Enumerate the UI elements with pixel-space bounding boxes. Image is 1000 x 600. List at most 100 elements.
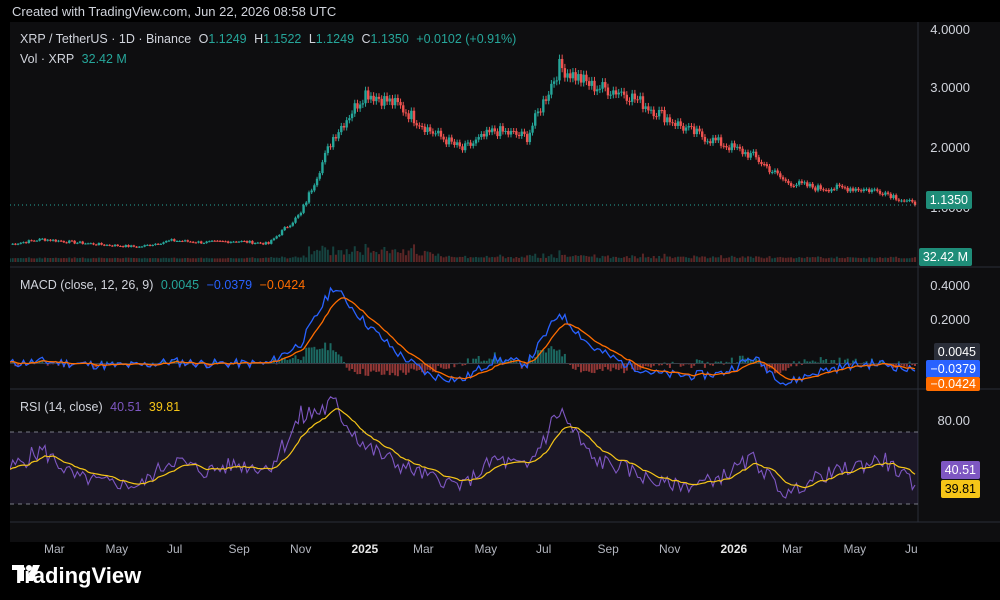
volume-bar <box>178 258 181 262</box>
candle-body <box>372 95 375 102</box>
volume-bar <box>895 256 898 262</box>
candle-body <box>259 242 262 244</box>
candle-body <box>418 125 421 127</box>
volume-bar <box>593 254 596 262</box>
volume-bar <box>57 258 60 262</box>
candle-body <box>905 200 909 202</box>
volume-bar <box>237 258 240 262</box>
volume-bar <box>264 257 267 262</box>
candle-body <box>38 238 41 241</box>
macd-histogram-bar <box>488 358 491 364</box>
macd-histogram-bar <box>914 363 916 366</box>
candle-body <box>140 246 144 248</box>
candle-body <box>170 239 173 241</box>
volume-bar <box>200 257 203 262</box>
volume-bar <box>843 258 846 262</box>
volume-bar <box>10 258 11 262</box>
candle-body <box>913 201 917 206</box>
volume-bar <box>321 245 324 262</box>
macd-histogram-bar <box>453 363 456 368</box>
candle-body <box>138 246 141 248</box>
volume-bar <box>426 251 429 262</box>
macd-histogram-bar <box>302 356 305 364</box>
volume-bar <box>175 258 178 262</box>
candle-body <box>595 89 599 92</box>
volume-bar <box>305 257 308 262</box>
volume-bar <box>151 258 154 262</box>
macd-histogram-bar <box>480 361 483 364</box>
price-tick: 2.0000 <box>930 140 970 155</box>
macd-histogram-bar <box>550 346 553 364</box>
candle-body <box>873 189 876 191</box>
macd-histogram-bar <box>348 363 351 371</box>
macd-histogram-bar <box>908 361 911 364</box>
volume-bar <box>598 258 601 262</box>
x-axis-tick: May <box>474 542 498 556</box>
tradingview-logo[interactable]: TradingView <box>12 563 141 589</box>
candle-body <box>741 148 744 155</box>
volume-bar <box>612 256 615 262</box>
volume-bar <box>326 249 329 262</box>
volume-bar <box>262 257 265 262</box>
volume-bar <box>725 257 728 262</box>
macd-histogram-bar <box>695 359 698 364</box>
chart-frame[interactable]: XRP / TetherUS · 1D · Binance O1.1249 H1… <box>10 22 1000 556</box>
candle-body <box>609 94 612 96</box>
candle-body <box>900 200 903 202</box>
volume-bar <box>283 257 286 262</box>
volume-bar <box>92 257 95 262</box>
candle-body <box>46 239 49 241</box>
macd-histogram-bar <box>41 360 44 364</box>
volume-bar <box>259 258 262 262</box>
chart-canvas[interactable] <box>10 22 1000 542</box>
volume-bar <box>448 255 451 262</box>
candle-body <box>224 241 227 243</box>
volume-bar <box>229 258 232 262</box>
macd-histogram-bar <box>838 357 841 364</box>
macd-histogram-bar <box>612 363 615 368</box>
macd-histogram-bar <box>181 361 184 364</box>
x-axis-tick: Nov <box>659 542 681 556</box>
candle-body <box>824 189 828 191</box>
volume-bar <box>757 256 760 262</box>
candle-body <box>827 189 831 192</box>
candle-body <box>313 185 316 191</box>
volume-bar <box>585 255 588 262</box>
macd-histogram-bar <box>593 363 596 374</box>
macd-histogram-bar <box>835 363 838 365</box>
macd-histogram-bar <box>868 363 871 367</box>
macd-histogram-bar <box>911 363 914 366</box>
macd-histogram-bar <box>787 363 790 368</box>
candle-body <box>531 125 534 133</box>
candle-body <box>270 240 273 244</box>
volume-bar <box>213 258 216 262</box>
volume-bar <box>480 257 483 262</box>
candle-body <box>738 146 742 149</box>
macd-histogram-bar <box>782 363 785 371</box>
volume-bar <box>636 258 639 262</box>
volume-bar <box>73 257 76 262</box>
volume-bar <box>450 256 453 262</box>
candle-body <box>296 215 300 218</box>
volume-bar <box>445 256 448 262</box>
macd-histogram-bar <box>334 351 337 364</box>
candle-body <box>523 131 526 134</box>
candle-body <box>108 244 111 246</box>
volume-bar <box>472 257 475 262</box>
volume-bar <box>202 258 205 262</box>
candle-body <box>353 103 356 114</box>
candle-body <box>552 81 556 84</box>
volume-bar <box>359 252 362 262</box>
macd-histogram-bar <box>439 363 442 368</box>
candle-body <box>539 111 542 113</box>
macd-histogram-bar <box>337 354 340 364</box>
macd-histogram-bar <box>571 363 574 369</box>
macd-histogram-bar <box>711 363 714 366</box>
volume-bar <box>703 256 706 262</box>
close-label: C <box>361 32 371 46</box>
candle-body <box>148 244 152 246</box>
volume-bar <box>908 258 911 262</box>
volume-bar <box>800 257 803 262</box>
candle-body <box>509 130 513 135</box>
rsi-ma-pill: 39.81 <box>940 480 980 498</box>
